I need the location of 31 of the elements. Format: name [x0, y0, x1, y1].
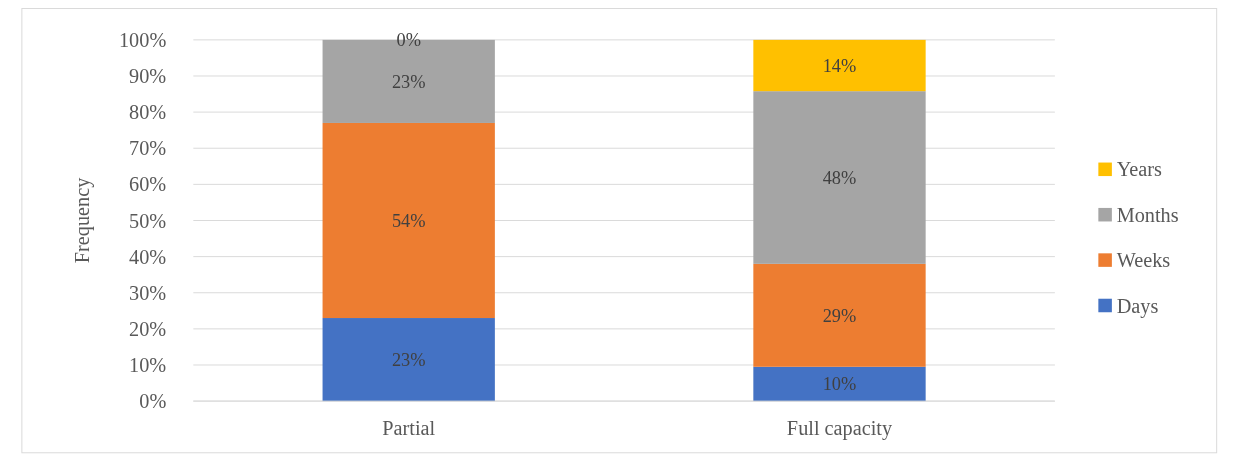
- legend-label: Months: [1116, 203, 1179, 226]
- x-tick-label: Full capacity: [786, 416, 893, 440]
- data-label: 23%: [391, 71, 426, 92]
- y-tick-label: 90%: [129, 65, 167, 88]
- data-label: 23%: [391, 350, 426, 370]
- y-tick-label: 10%: [129, 354, 167, 377]
- y-tick-label: 100%: [118, 28, 167, 51]
- y-tick-label: 0%: [139, 390, 167, 413]
- y-tick-label: 80%: [129, 101, 167, 124]
- bar: [753, 263, 926, 367]
- data-label: 48%: [822, 167, 857, 188]
- y-tick-label: 70%: [129, 137, 167, 160]
- y-tick-label: 40%: [129, 245, 167, 268]
- bar: [753, 39, 926, 92]
- y-tick-label: 60%: [129, 173, 167, 196]
- y-axis-title: Frequency: [71, 176, 94, 264]
- legend-label: Days: [1116, 294, 1159, 318]
- bar: [322, 122, 495, 319]
- data-label: 10%: [822, 374, 857, 395]
- y-tick-label: 50%: [129, 209, 167, 232]
- bar: [322, 318, 495, 402]
- legend-label: Weeks: [1116, 249, 1171, 272]
- legend-label: Years: [1116, 158, 1163, 181]
- bar: [753, 91, 926, 264]
- y-tick-label: 20%: [129, 317, 167, 340]
- data-label: 29%: [822, 305, 857, 326]
- x-tick-label: Partial: [382, 416, 436, 439]
- y-tick-label: 30%: [129, 281, 167, 304]
- data-label: 14%: [822, 55, 857, 76]
- bar: [753, 366, 926, 402]
- data-label: 54%: [391, 210, 426, 231]
